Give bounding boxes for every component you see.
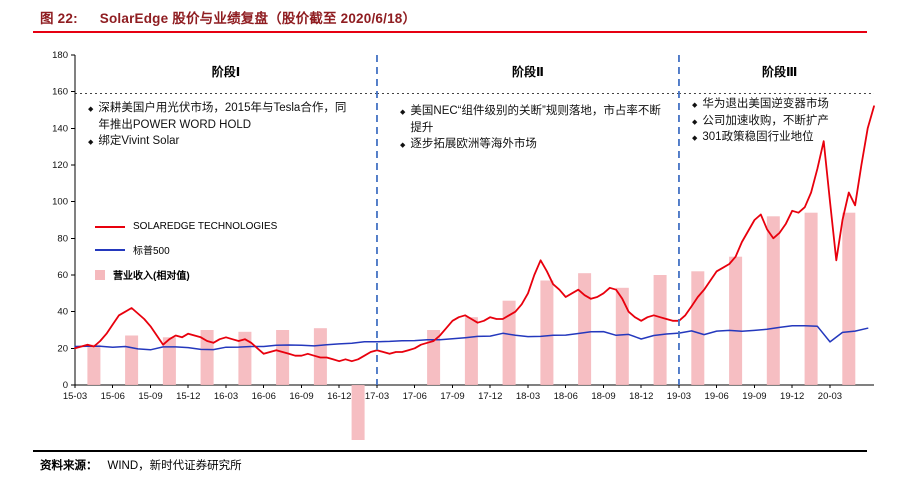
phase3-annotation: 华为退出美国逆变器市场 公司加速收购，不断扩产 301政策稳固行业地位	[692, 96, 888, 146]
phase1-annotation: 深耕美国户用光伏市场，2015年与Tesla合作，同年推出POWER WORD …	[88, 100, 356, 150]
svg-text:17-06: 17-06	[403, 391, 427, 402]
legend-label: SOLAREDGE TECHNOLOGIES	[133, 221, 278, 232]
svg-text:17-09: 17-09	[440, 391, 464, 402]
chart-legend: SOLAREDGE TECHNOLOGIES 标普500 营业收入(相对值)	[95, 221, 277, 282]
svg-text:17-12: 17-12	[478, 391, 502, 402]
svg-text:19-12: 19-12	[780, 391, 804, 402]
svg-text:15-03: 15-03	[63, 391, 87, 402]
svg-text:160: 160	[52, 87, 68, 98]
red-line-swatch	[95, 225, 125, 228]
figure-title: SolarEdge 股价与业绩复盘（股价截至 2020/6/18）	[99, 11, 417, 26]
svg-text:阶段Ⅱ: 阶段Ⅱ	[512, 64, 544, 79]
blue-line-swatch	[95, 248, 125, 251]
svg-text:阶段Ⅰ: 阶段Ⅰ	[212, 64, 240, 79]
phase2-annotation: 美国NEC“组件级别的关断”规则落地，市占率不断提升 逐步拓展欧洲等海外市场	[400, 103, 662, 153]
phase1-bullet-1: 深耕美国户用光伏市场，2015年与Tesla合作，同年推出POWER WORD …	[88, 100, 356, 133]
svg-text:18-09: 18-09	[591, 391, 615, 402]
phase3-bullet-1: 华为退出美国逆变器市场	[692, 96, 888, 113]
svg-text:16-03: 16-03	[214, 391, 238, 402]
phase2-bullet-2: 逐步拓展欧洲等海外市场	[400, 136, 662, 153]
svg-text:16-06: 16-06	[252, 391, 276, 402]
svg-text:180: 180	[52, 50, 68, 61]
svg-text:15-06: 15-06	[101, 391, 125, 402]
svg-text:16-12: 16-12	[327, 391, 351, 402]
svg-text:18-12: 18-12	[629, 391, 653, 402]
price-performance-chart: 0 20 40 60 80 100 120 140 160 180 15-03 15-06 15-09 1…	[52, 50, 875, 440]
svg-text:19-03: 19-03	[667, 391, 691, 402]
svg-text:阶段Ⅲ: 阶段Ⅲ	[762, 64, 797, 79]
svg-text:17-03: 17-03	[365, 391, 389, 402]
phase3-bullet-2: 公司加速收购，不断扩产	[692, 113, 888, 130]
svg-text:0: 0	[63, 380, 68, 391]
svg-text:60: 60	[57, 270, 68, 281]
legend-label: 标普500	[133, 246, 170, 257]
figure-number: 图 22:	[40, 11, 78, 26]
svg-text:20: 20	[57, 343, 68, 354]
svg-text:15-12: 15-12	[176, 391, 200, 402]
svg-text:140: 140	[52, 123, 68, 134]
svg-text:100: 100	[52, 197, 68, 208]
source-label: 资料来源：	[40, 460, 98, 472]
source-text: WIND，新时代证券研究所	[107, 460, 242, 472]
svg-text:18-06: 18-06	[554, 391, 578, 402]
svg-text:20-03: 20-03	[818, 391, 842, 402]
svg-text:16-09: 16-09	[289, 391, 313, 402]
svg-text:19-09: 19-09	[742, 391, 766, 402]
title-underline	[33, 31, 867, 33]
pink-bar-swatch	[95, 269, 105, 280]
phase2-bullet-1: 美国NEC“组件级别的关断”规则落地，市占率不断提升	[400, 103, 662, 136]
svg-text:120: 120	[52, 160, 68, 171]
svg-text:18-03: 18-03	[516, 391, 540, 402]
legend-item-sp500: 标普500	[95, 242, 277, 257]
svg-text:80: 80	[57, 233, 68, 244]
legend-item-revenue: 营业收入(相对值)	[95, 267, 277, 282]
footer-divider	[33, 450, 867, 452]
svg-text:19-06: 19-06	[705, 391, 729, 402]
figure-header: 图 22: SolarEdge 股价与业绩复盘（股价截至 2020/6/18）	[40, 7, 416, 27]
legend-item-solaredge: SOLAREDGE TECHNOLOGIES	[95, 221, 277, 232]
phase3-bullet-3: 301政策稳固行业地位	[692, 129, 888, 146]
legend-label: 营业收入(相对值)	[113, 271, 190, 282]
source-line: 资料来源： WIND，新时代证券研究所	[40, 457, 242, 473]
svg-text:15-09: 15-09	[138, 391, 162, 402]
phase1-bullet-2: 绑定Vivint Solar	[88, 133, 356, 150]
svg-text:40: 40	[57, 307, 68, 318]
